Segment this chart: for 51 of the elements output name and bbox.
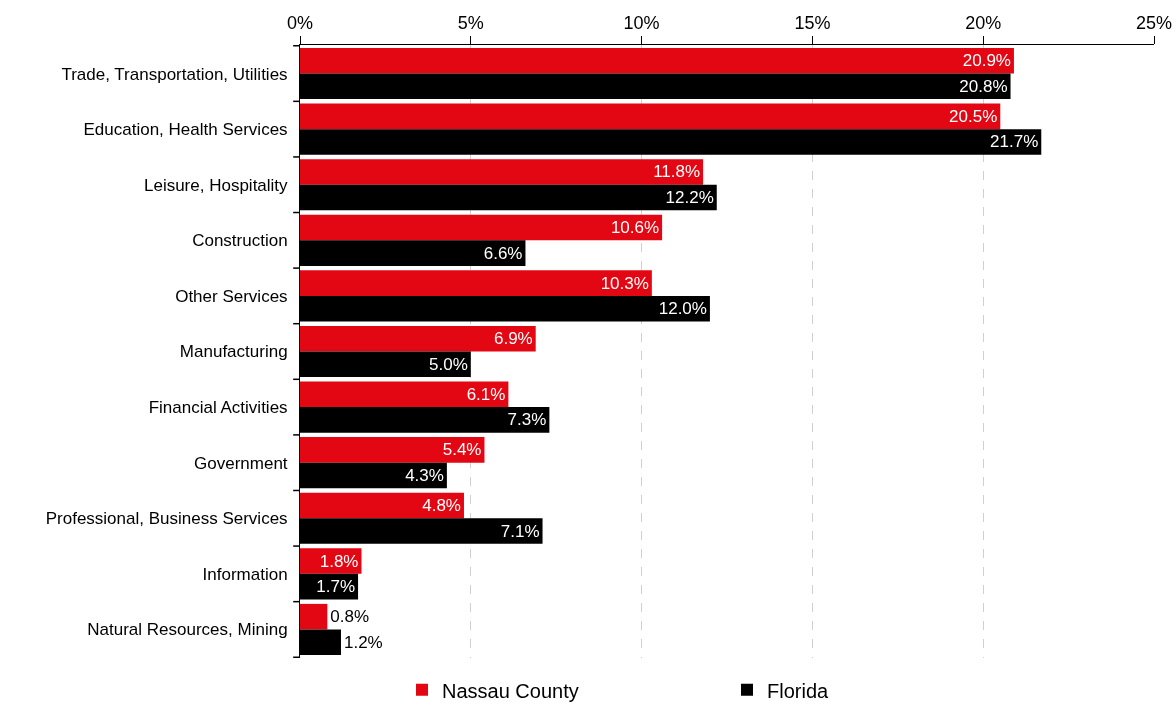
y-tick-label: Government	[194, 453, 288, 473]
bar	[300, 214, 663, 241]
bar	[300, 103, 1001, 130]
y-tick-label: Construction	[192, 231, 288, 251]
data-label: 20.9%	[962, 51, 1011, 71]
bar	[300, 47, 1014, 74]
data-label: 0.8%	[330, 607, 370, 627]
data-label: 5.4%	[442, 440, 482, 460]
data-label: 6.1%	[466, 384, 506, 404]
y-tick-label: Professional, Business Services	[45, 509, 288, 529]
data-label: 1.2%	[343, 632, 383, 652]
data-label: 4.3%	[405, 465, 444, 485]
bar	[300, 603, 328, 630]
y-tick-label: Manufacturing	[179, 342, 288, 362]
x-tick-label: 10%	[623, 12, 660, 33]
data-label: 6.6%	[483, 243, 523, 263]
data-label: 11.8%	[653, 162, 701, 182]
bar	[300, 325, 536, 352]
data-label: 10.3%	[600, 273, 649, 293]
y-tick-label: Leisure, Hospitality	[143, 175, 289, 195]
x-tick-label: 20%	[965, 12, 1002, 33]
y-tick-label: Natural Resources, Mining	[87, 620, 288, 640]
data-label: 20.5%	[949, 106, 998, 126]
data-label: 12.0%	[658, 299, 707, 319]
data-label: 21.7%	[990, 132, 1039, 152]
bar	[300, 159, 704, 185]
data-label: 5.0%	[429, 354, 468, 374]
x-tick-label: 15%	[794, 12, 831, 33]
data-label: 4.8%	[422, 495, 461, 515]
data-label: 7.3%	[507, 410, 547, 430]
y-tick-label: Information	[202, 564, 288, 584]
y-tick-label: Trade, Transportation, Utilities	[61, 64, 288, 84]
data-label: 10.6%	[610, 218, 660, 238]
y-tick-label: Other Services	[175, 286, 288, 306]
x-tick-label: 5%	[457, 12, 484, 33]
data-label: 7.1%	[500, 521, 540, 541]
data-label: 1.7%	[316, 577, 356, 597]
y-tick-label: Financial Activities	[148, 398, 288, 418]
legend-label: Florida	[767, 679, 830, 702]
y-tick-label: Education, Health Services	[83, 120, 288, 140]
bar	[300, 270, 652, 296]
data-label: 12.2%	[665, 188, 714, 208]
data-label: 1.8%	[319, 551, 359, 571]
x-tick-label: 25%	[1135, 12, 1173, 33]
data-label: 20.8%	[959, 76, 1008, 96]
bar	[300, 381, 509, 408]
bar	[300, 437, 485, 463]
data-label: 6.9%	[493, 329, 533, 349]
x-tick-label: 0%	[286, 12, 314, 33]
legend-label: Nassau County	[442, 679, 579, 702]
bar	[300, 492, 464, 519]
